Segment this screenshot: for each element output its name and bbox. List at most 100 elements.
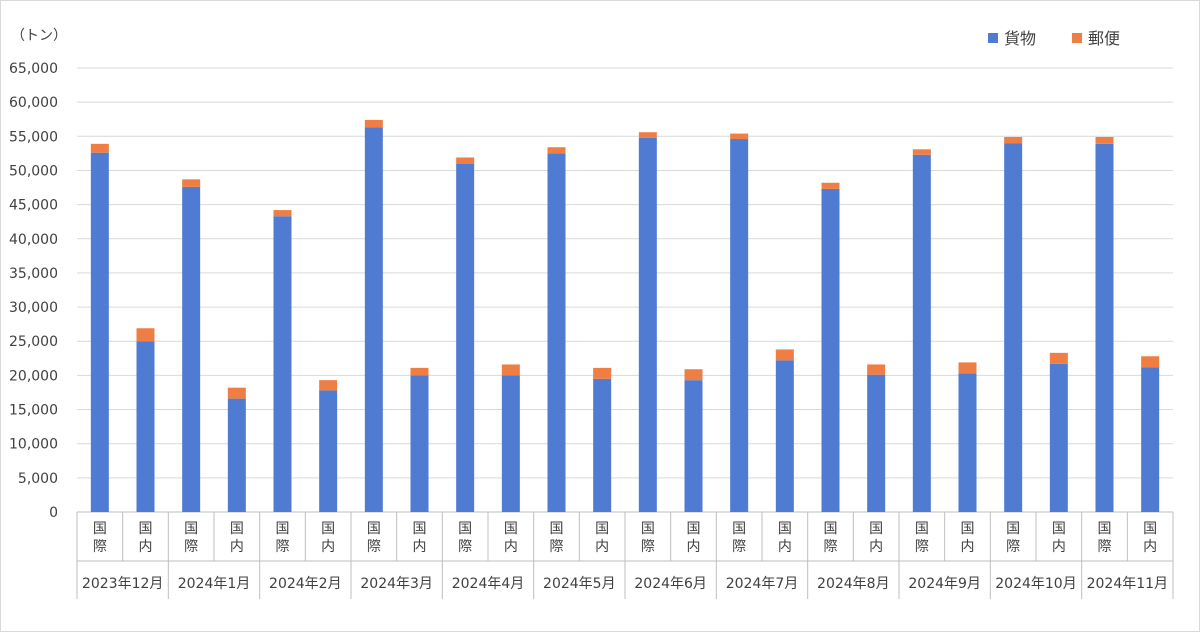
y-tick-label: 5,000 — [18, 471, 58, 487]
y-axis-unit-label: （トン） — [11, 28, 67, 44]
bar-cargo-segment — [501, 375, 520, 512]
x-category-label: 国内 — [504, 521, 518, 555]
x-group-label: 2024年7月 — [726, 576, 799, 592]
y-axis-tick-labels: 0 5,000 10,000 15,000 20,000 25,000 30,000 35,0… — [9, 61, 58, 521]
bar-cargo-segment — [775, 360, 794, 512]
y-tick-label: 60,000 — [9, 95, 58, 111]
legend-label: 貨物 — [1004, 29, 1036, 48]
x-category-label: 国際 — [1006, 521, 1020, 555]
x-category-label: 国際 — [1098, 521, 1112, 555]
bar-cargo-segment — [593, 378, 612, 512]
x-category-label: 国際 — [93, 521, 107, 555]
y-tick-label: 15,000 — [9, 403, 58, 419]
bar-mail-segment — [182, 179, 201, 187]
bar-cargo-segment — [90, 152, 109, 512]
bar-mail-segment — [319, 380, 338, 391]
bar-cargo-segment — [227, 398, 246, 512]
x-group-label: 2024年11月 — [1087, 576, 1168, 592]
x-group-label: 2024年6月 — [634, 576, 707, 592]
x-category-label: 国際 — [184, 521, 198, 555]
x-category-label: 国内 — [139, 521, 153, 555]
bar-cargo-segment — [1004, 143, 1023, 512]
bar-cargo-segment — [730, 139, 749, 513]
bar-cargo-segment — [867, 374, 886, 512]
bar-cargo-segment — [182, 186, 201, 512]
bar-mail-segment — [1049, 352, 1068, 364]
bar-cargo-segment — [364, 127, 383, 513]
bar-cargo-segment — [638, 137, 657, 513]
bar-mail-segment — [821, 182, 840, 189]
x-group-label: 2024年2月 — [269, 576, 342, 592]
bar-cargo-segment — [456, 163, 475, 512]
x-axis: 国際国内2023年12月国際国内2024年1月国際国内2024年2月国際国内20… — [76, 512, 1174, 599]
bar-mail-segment — [1004, 136, 1023, 144]
x-category-label: 国内 — [961, 521, 975, 555]
bar-marks — [90, 119, 1160, 513]
legend: 貨物 郵便 — [988, 29, 1120, 48]
x-group-label: 2023年12月 — [82, 576, 163, 592]
bar-mail-segment — [364, 119, 383, 128]
x-category-label: 国際 — [732, 521, 746, 555]
x-category-label: 国内 — [230, 521, 244, 555]
x-category-label: 国際 — [367, 521, 381, 555]
y-tick-label: 20,000 — [9, 368, 58, 384]
x-group-label: 2024年3月 — [360, 576, 433, 592]
bar-cargo-segment — [547, 153, 566, 512]
bar-cargo-segment — [273, 216, 292, 512]
x-category-label: 国際 — [458, 521, 472, 555]
gridlines — [77, 67, 1173, 513]
x-category-label: 国内 — [778, 521, 792, 555]
bar-mail-segment — [273, 210, 292, 217]
y-tick-label: 35,000 — [9, 266, 58, 282]
bar-cargo-segment — [912, 154, 931, 512]
x-category-label: 国内 — [321, 521, 335, 555]
bar-cargo-segment — [136, 341, 155, 512]
bar-cargo-segment — [821, 188, 840, 513]
x-group-label: 2024年4月 — [452, 576, 525, 592]
x-category-label: 国内 — [1143, 521, 1157, 555]
bar-mail-segment — [456, 157, 475, 164]
bar-mail-segment — [684, 369, 703, 381]
y-tick-label: 40,000 — [9, 232, 58, 248]
bar-cargo-segment — [958, 373, 977, 512]
x-category-label: 国内 — [413, 521, 427, 555]
bar-mail-segment — [501, 364, 520, 376]
y-tick-label: 65,000 — [9, 61, 58, 77]
x-group-label: 2024年5月 — [543, 576, 616, 592]
bar-mail-segment — [410, 367, 429, 376]
x-category-label: 国内 — [595, 521, 609, 555]
bar-cargo-segment — [410, 375, 429, 512]
bar-mail-segment — [136, 328, 155, 342]
bar-mail-segment — [775, 349, 794, 361]
x-group-label: 2024年9月 — [908, 576, 981, 592]
x-category-label: 国際 — [550, 521, 564, 555]
bar-mail-segment — [1141, 356, 1160, 368]
y-tick-label: 30,000 — [9, 300, 58, 316]
x-category-label: 国内 — [1052, 521, 1066, 555]
legend-label: 郵便 — [1088, 29, 1120, 48]
x-group-label: 2024年1月 — [178, 576, 251, 592]
x-group-label: 2024年8月 — [817, 576, 890, 592]
y-tick-label: 10,000 — [9, 437, 58, 453]
bar-cargo-segment — [1049, 363, 1068, 512]
bar-mail-segment — [547, 147, 566, 154]
legend-swatch — [988, 33, 998, 43]
bar-cargo-segment — [684, 380, 703, 512]
x-category-label: 国際 — [824, 521, 838, 555]
bar-mail-segment — [227, 387, 246, 399]
x-category-label: 国内 — [687, 521, 701, 555]
y-tick-label: 50,000 — [9, 163, 58, 179]
y-tick-label: 25,000 — [9, 334, 58, 350]
legend-swatch — [1072, 33, 1082, 43]
bar-cargo-segment — [1095, 143, 1114, 512]
bar-cargo-segment — [319, 390, 338, 512]
x-category-label: 国際 — [641, 521, 655, 555]
x-group-label: 2024年10月 — [995, 576, 1076, 592]
bar-mail-segment — [912, 149, 931, 155]
bar-cargo-segment — [1141, 367, 1160, 512]
bar-mail-segment — [730, 133, 749, 140]
y-tick-label: 0 — [49, 505, 58, 521]
y-tick-label: 55,000 — [9, 129, 58, 145]
bar-mail-segment — [867, 364, 886, 375]
